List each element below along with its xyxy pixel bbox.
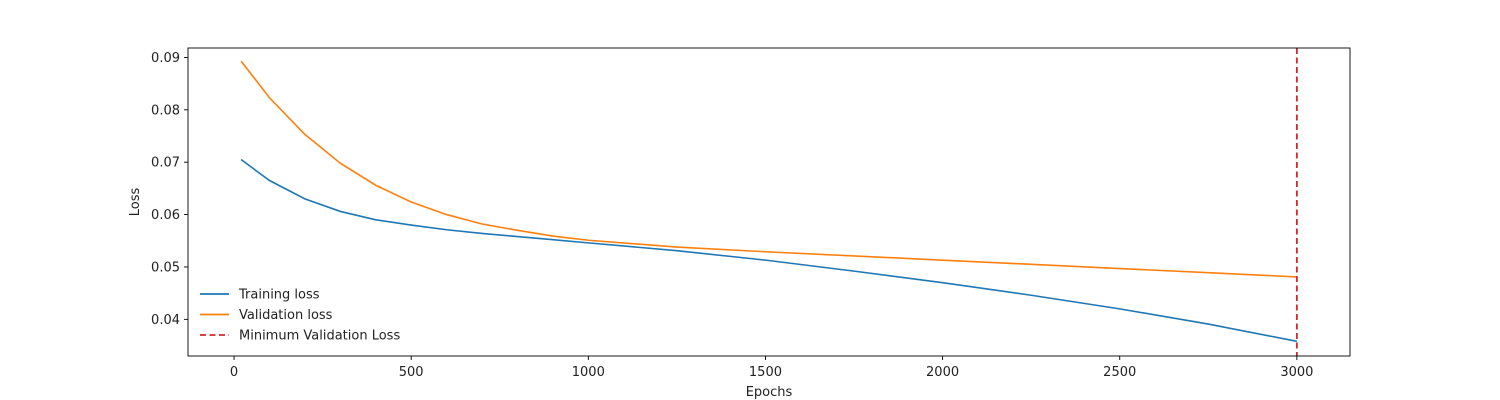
- y-tick-label: 0.09: [151, 51, 180, 66]
- x-tick-label: 2000: [926, 365, 959, 380]
- legend-label-3: Minimum Validation Loss: [239, 329, 400, 344]
- legend: Training loss Validation loss Minimum Vali…: [200, 288, 400, 344]
- x-tick-label: 1000: [572, 365, 605, 380]
- plot-frame: [187, 47, 1351, 357]
- y-axis-label: Loss: [128, 188, 143, 217]
- y-tick-label: 0.06: [151, 208, 180, 223]
- x-tick-label: 500: [399, 365, 424, 380]
- legend-label-1: Training loss: [238, 288, 320, 303]
- x-axis: 0 500 1000 1500 2000 2500 3000: [230, 356, 1313, 380]
- x-tick-label: 1500: [749, 365, 782, 380]
- legend-label-2: Validation loss: [239, 308, 333, 323]
- y-tick-label: 0.04: [151, 313, 180, 328]
- x-axis-label: Epochs: [746, 385, 793, 400]
- y-axis: 0.04 0.05 0.06 0.07 0.08 0.09: [151, 51, 188, 328]
- plot-area: [187, 47, 1351, 357]
- series-line-1: [240, 158, 1298, 343]
- y-tick-label: 0.05: [151, 260, 180, 275]
- x-tick-label: 3000: [1280, 365, 1313, 380]
- y-tick-label: 0.07: [151, 156, 180, 171]
- x-tick-label: 0: [230, 365, 238, 380]
- series-line-2: [240, 60, 1297, 278]
- x-tick-label: 2500: [1103, 365, 1136, 380]
- y-tick-label: 0.08: [151, 103, 180, 118]
